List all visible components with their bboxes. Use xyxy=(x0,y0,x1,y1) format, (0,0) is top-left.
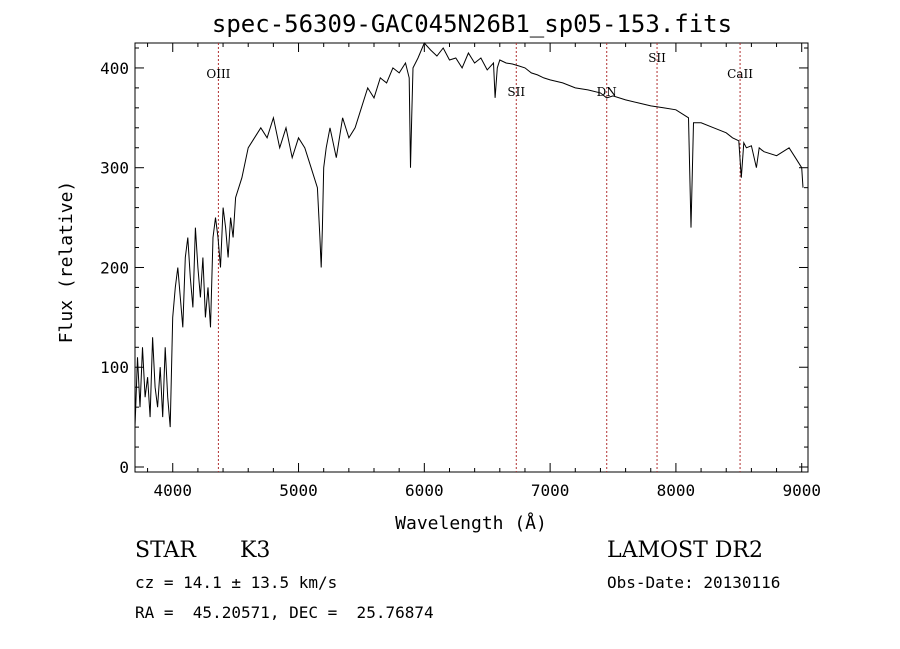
ref-line-label: SII xyxy=(507,85,525,99)
x-tick-label: 7000 xyxy=(531,481,570,500)
x-tick-label: 5000 xyxy=(279,481,318,500)
x-tick-label: 4000 xyxy=(153,481,192,500)
survey-name: LAMOST DR2 xyxy=(607,538,763,563)
x-axis-label: Wavelength (Å) xyxy=(395,512,547,534)
ref-line-label: DN xyxy=(597,85,617,99)
plot-frame xyxy=(134,42,809,473)
x-tick-label: 6000 xyxy=(405,481,444,500)
redshift-line: cz = 14.1 ± 13.5 km/s xyxy=(135,573,338,592)
chart-title: spec-56309-GAC045N26B1_sp05-153.fits xyxy=(212,10,732,38)
reference-lines: OIII SII DN SII CaII xyxy=(206,43,753,472)
y-tick-label: 200 xyxy=(100,258,129,277)
ref-line-label: SII xyxy=(648,51,666,65)
axis-ticks: 4000 5000 6000 7000 8000 9000 0 100 200 300 400 xyxy=(100,43,821,500)
y-tick-label: 300 xyxy=(100,159,129,178)
y-tick-label: 0 xyxy=(119,458,129,477)
y-tick-label: 100 xyxy=(100,358,129,377)
subclass: K3 xyxy=(240,538,271,563)
ref-line-label: CaII xyxy=(727,67,753,81)
y-axis-label: Flux (relative) xyxy=(56,181,77,344)
spectrum-line xyxy=(134,42,804,428)
coordinates: RA = 45.20571, DEC = 25.76874 xyxy=(135,603,434,622)
y-tick-label: 400 xyxy=(100,59,129,78)
x-tick-label: 8000 xyxy=(657,481,696,500)
obs-date: Obs-Date: 20130116 xyxy=(607,573,781,592)
ref-line-label: OIII xyxy=(206,67,230,81)
object-type: STAR xyxy=(135,538,196,563)
x-tick-label: 9000 xyxy=(782,481,821,500)
